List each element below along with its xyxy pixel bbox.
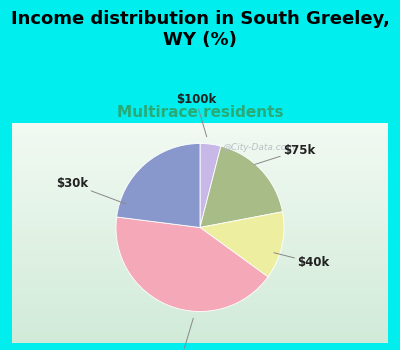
Wedge shape — [200, 146, 282, 228]
Wedge shape — [116, 217, 268, 312]
Text: $100k: $100k — [176, 93, 216, 137]
Text: $75k: $75k — [254, 144, 315, 164]
Wedge shape — [117, 144, 200, 228]
Text: $20k: $20k — [166, 318, 198, 350]
Wedge shape — [200, 144, 221, 228]
Text: Income distribution in South Greeley,
WY (%): Income distribution in South Greeley, WY… — [10, 10, 390, 49]
Text: Multirace residents: Multirace residents — [117, 105, 283, 120]
Text: $30k: $30k — [56, 177, 126, 204]
Wedge shape — [200, 212, 284, 277]
Text: @City-Data.com: @City-Data.com — [222, 143, 295, 152]
Text: $40k: $40k — [274, 253, 330, 269]
